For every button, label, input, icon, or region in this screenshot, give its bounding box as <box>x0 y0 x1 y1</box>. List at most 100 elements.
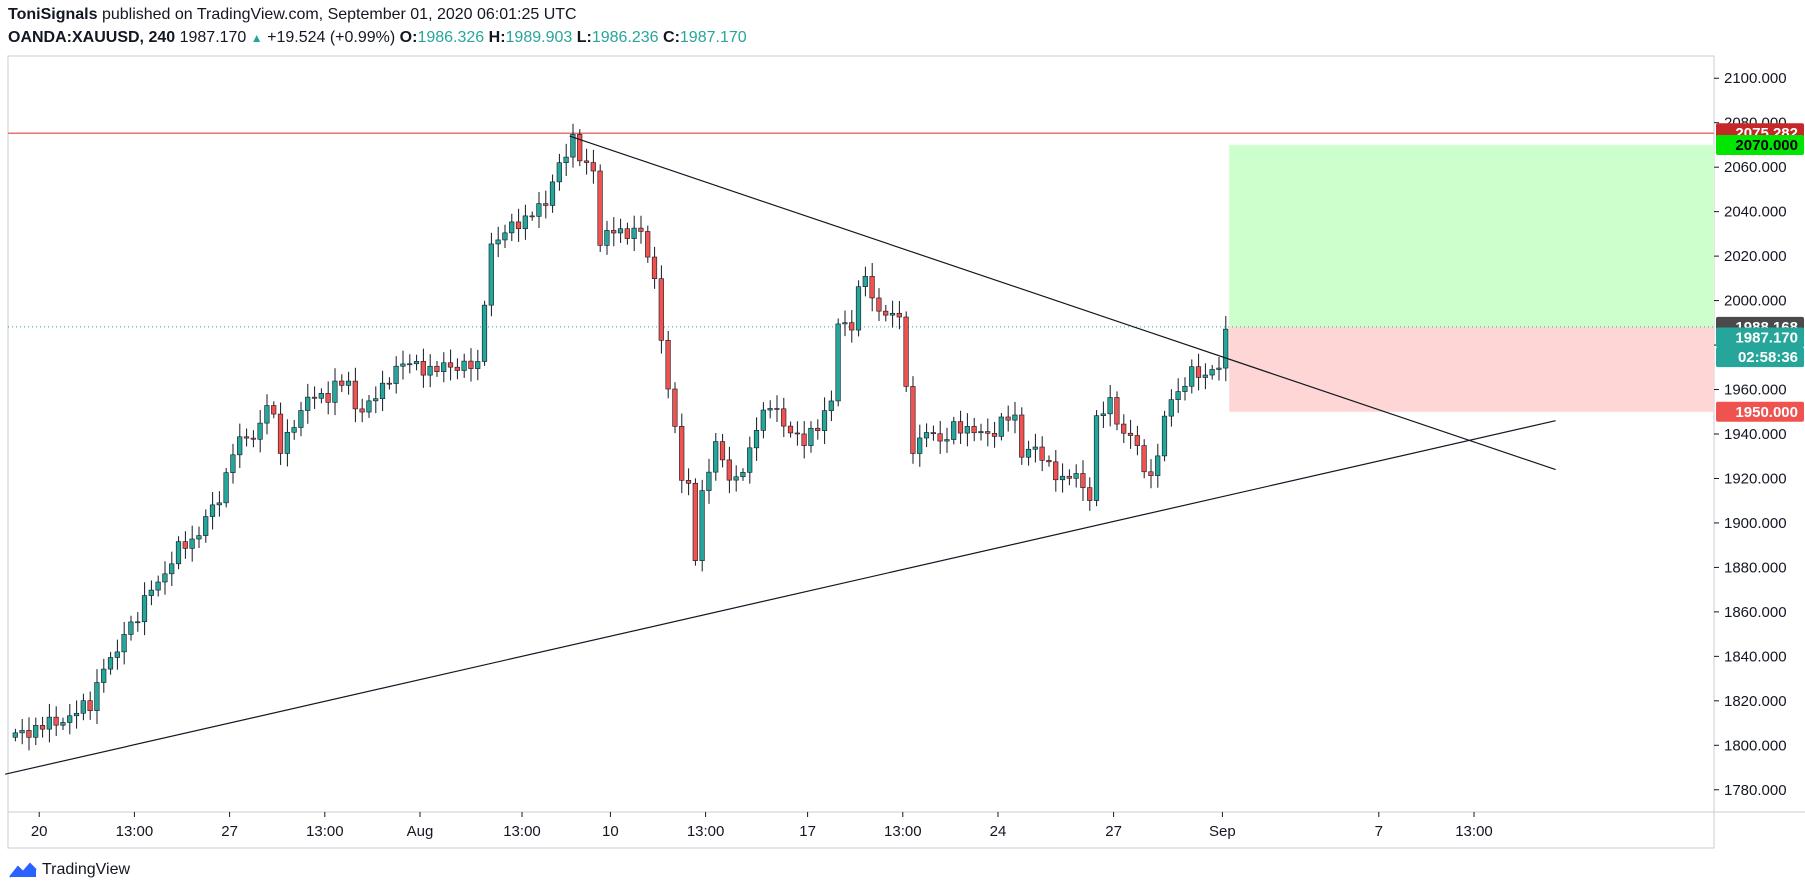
author-name[interactable]: ToniSignals <box>8 6 98 23</box>
symbol-label: OANDA:XAUUSD, 240 <box>8 29 176 46</box>
candle-body <box>529 215 535 218</box>
candle-body <box>1080 473 1086 488</box>
candle-body <box>1114 397 1120 425</box>
x-tick-label: 13:00 <box>116 823 154 840</box>
candle-body <box>271 405 277 415</box>
candle-body <box>815 427 821 431</box>
candle-body <box>903 316 909 387</box>
price-tag-label-current: 1987.170 <box>1735 329 1798 346</box>
candle-body <box>39 725 46 730</box>
candle-body <box>889 312 896 316</box>
candle-body <box>624 228 630 239</box>
candle-body <box>672 388 678 427</box>
candle-body <box>291 427 297 433</box>
candle-body <box>509 221 515 234</box>
candle-body <box>631 227 637 239</box>
published-text: published on TradingView.com, September … <box>101 6 577 23</box>
candle-body <box>835 323 841 402</box>
last-price: 1987.170 <box>179 29 247 46</box>
candle-body <box>1087 487 1093 501</box>
candle-body <box>577 134 583 162</box>
candle-body <box>386 382 392 385</box>
y-tick-label: 1800.000 <box>1724 737 1787 754</box>
price-axis[interactable]: 1780.000 1800.000 1820.000 1840.000 1860.000… <box>1714 70 1787 799</box>
candle-body <box>1012 414 1018 421</box>
candle-body <box>454 366 460 371</box>
candle-body <box>128 621 134 635</box>
candle-body <box>985 431 991 434</box>
candle-body <box>101 668 107 683</box>
candle-body <box>1100 413 1106 416</box>
candle-body <box>26 730 32 738</box>
candle-body <box>325 393 331 403</box>
x-tick-label: 13:00 <box>884 823 922 840</box>
candle-body <box>230 454 236 473</box>
candle-body <box>1107 397 1113 415</box>
candle-body <box>937 433 943 442</box>
x-tick-label: 13:00 <box>306 823 344 840</box>
candle-body <box>828 400 834 411</box>
x-tick-label: 20 <box>31 823 48 840</box>
trendline-ascending <box>5 420 1556 775</box>
candle-body <box>441 362 447 372</box>
candle-body <box>189 538 195 549</box>
candle-body <box>407 363 413 366</box>
candle-body <box>80 700 86 714</box>
y-tick-label: 1940.000 <box>1724 426 1787 443</box>
candle-body <box>1127 432 1134 436</box>
price-tags: 2075.2822070.0001988.1681987.17002:58:36… <box>1716 123 1804 422</box>
candle-body <box>481 304 488 362</box>
x-tick-label: 27 <box>1105 823 1122 840</box>
candle-body <box>638 227 644 232</box>
candle-body <box>12 732 18 738</box>
candle-body <box>175 541 182 565</box>
candle-body <box>345 380 352 386</box>
candle-body <box>706 471 712 491</box>
candle-body <box>679 426 685 481</box>
candle-body <box>1148 471 1154 476</box>
candle-body <box>155 581 161 591</box>
candle-body <box>413 361 420 365</box>
candle-body <box>393 365 399 384</box>
candle-body <box>910 386 916 454</box>
x-tick-label: 7 <box>1375 823 1383 840</box>
candle-body <box>794 432 800 435</box>
candle-body <box>651 256 658 279</box>
candle-body <box>502 232 508 241</box>
candle-body <box>753 430 760 449</box>
candle-body <box>19 730 25 734</box>
candle-body <box>60 722 66 726</box>
time-axis[interactable]: 20 13:00 27 13:00 Aug 13:00 10 13:00 17 13:00 24 27… <box>31 812 1493 840</box>
candle-body <box>849 322 855 331</box>
chart-header-publish: ToniSignals published on TradingView.com… <box>8 6 577 24</box>
candle-body <box>821 410 828 431</box>
y-tick-label: 2000.000 <box>1724 293 1787 310</box>
candle-body <box>1202 374 1208 378</box>
candle-body <box>447 362 454 368</box>
y-tick-label: 2020.000 <box>1724 248 1787 265</box>
candle-body <box>747 447 753 473</box>
candle-body <box>515 221 522 230</box>
candle-body <box>162 573 168 583</box>
candle-body <box>53 716 59 726</box>
candle-body <box>73 712 80 717</box>
x-tick-label: 13:00 <box>687 823 725 840</box>
candle-body <box>1189 366 1195 387</box>
candle-body <box>366 400 372 413</box>
price-tag-label-stop: 1950.000 <box>1735 404 1798 421</box>
price-tag-stop <box>1716 401 1804 422</box>
candle-body <box>930 432 936 435</box>
candle-body <box>257 422 263 440</box>
candle-body <box>957 421 964 434</box>
candle-body <box>107 657 114 670</box>
candle-body <box>1121 423 1127 434</box>
tradingview-logo[interactable]: TradingView <box>8 861 130 879</box>
candle-body <box>298 410 304 428</box>
candle-body <box>182 541 188 549</box>
candle-body <box>359 408 365 413</box>
candle-body <box>203 516 209 536</box>
candle-body <box>352 380 358 410</box>
candle-body <box>339 380 345 386</box>
x-tick-label: 27 <box>221 823 238 840</box>
